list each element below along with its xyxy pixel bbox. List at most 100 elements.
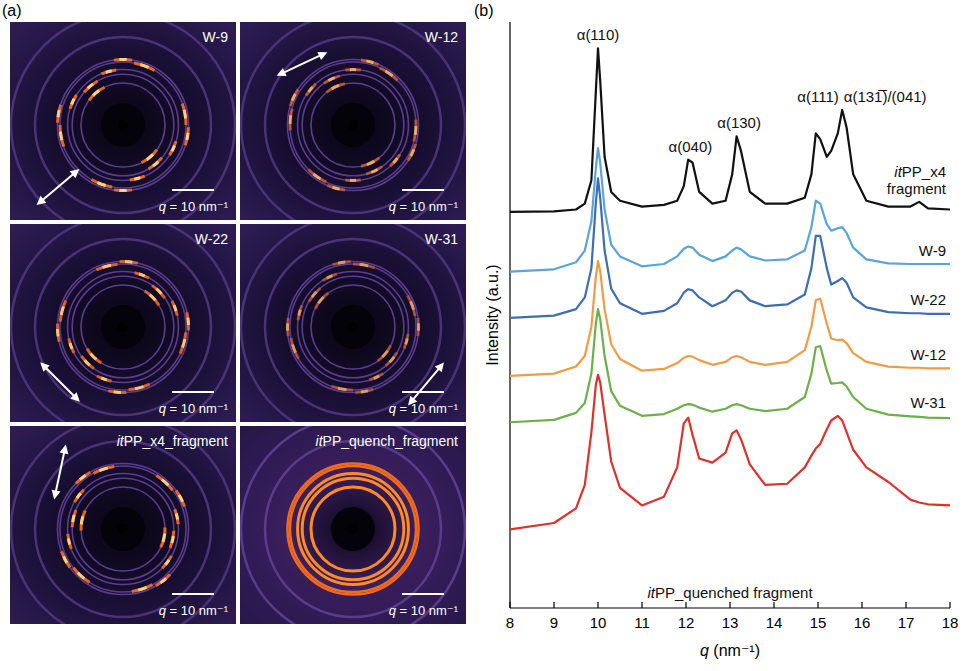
pattern-title: itPP_x4_fragment [117, 433, 228, 449]
arrow-head [317, 52, 327, 60]
x-tick-label: 13 [722, 614, 739, 631]
diffraction-ring [68, 474, 179, 585]
intensity-profile [510, 48, 950, 211]
y-axis [509, 22, 510, 608]
arrow-head [70, 392, 80, 402]
x-tick [509, 602, 510, 608]
diffraction-spot [186, 318, 190, 325]
diffraction-ring [302, 478, 404, 580]
diffraction-ring [290, 264, 416, 390]
waxs-pattern: W-9q = 10 nm⁻¹ [10, 13, 236, 237]
waxs-pattern: W-22q = 10 nm⁻¹ [10, 215, 236, 439]
diffraction-ring [302, 276, 404, 378]
pattern-title: W-22 [195, 231, 228, 247]
diffraction-spot [417, 323, 420, 330]
pattern-background [10, 22, 236, 220]
diffraction-spot [406, 338, 408, 344]
x-axis-title: q (nm⁻¹) [700, 642, 760, 659]
x-tick-label: 9 [550, 614, 558, 631]
diffraction-arc [369, 374, 383, 381]
diffraction-spot [139, 274, 145, 276]
intensity-profile [510, 148, 950, 272]
diffraction-arc [390, 154, 400, 166]
diffraction-spot [172, 146, 175, 152]
diffraction-ring [72, 478, 174, 580]
scale-label: q = 10 nm⁻¹ [159, 199, 229, 214]
diffraction-ring [298, 70, 409, 181]
peak-annotation: α(040) [669, 138, 713, 155]
diffraction-spot [286, 323, 289, 330]
diffraction-spot [338, 262, 345, 263]
diffraction-arc [185, 127, 188, 145]
diffraction-spot [179, 495, 182, 501]
outer-ring [11, 426, 235, 624]
arrow-head [277, 68, 287, 76]
diffraction-spot [390, 357, 395, 362]
pattern-title: W-12 [425, 29, 458, 45]
outer-ring [265, 239, 441, 415]
series-label: W-9 [919, 242, 946, 259]
scale-label: q = 10 nm⁻¹ [389, 603, 459, 618]
diffraction-spot [165, 560, 169, 565]
diffraction-spot [332, 85, 339, 88]
diffraction-spot [114, 390, 121, 394]
peak-annotation: α(131̅)/(041) [844, 88, 927, 105]
diffraction-arc [81, 511, 85, 531]
diffraction-arc [87, 349, 101, 363]
scale-bar [402, 391, 444, 393]
diffraction-ring [81, 487, 165, 571]
diffraction-spot [327, 276, 333, 279]
diffraction-spot [64, 556, 67, 562]
arrow-head [70, 169, 80, 178]
diffraction-ring [81, 285, 165, 369]
outer-ring [241, 426, 465, 624]
diffraction-spot [360, 264, 369, 266]
diffraction-arc [114, 188, 132, 192]
diffraction-arc [69, 339, 74, 354]
diffraction-spot [77, 493, 81, 498]
diffraction-spot [333, 187, 340, 189]
diffraction-ring [68, 70, 179, 181]
scale-bar [402, 593, 444, 595]
x-tick-label: 15 [810, 614, 827, 631]
outer-ring [35, 441, 211, 617]
diffraction-spot [312, 292, 317, 297]
diffraction-arc [187, 312, 189, 330]
diffraction-spot [289, 115, 293, 124]
diffraction-spot [102, 265, 110, 267]
pattern-image [10, 224, 236, 422]
diffraction-arc [286, 318, 290, 336]
series-label: itPP_quenched fragment [647, 584, 813, 601]
beam-stop [348, 524, 358, 534]
y-axis-title: Intensity (a.u.) [484, 264, 501, 365]
scale-label: q = 10 nm⁻¹ [159, 603, 229, 618]
diffraction-spot [393, 158, 397, 163]
diffraction-arc [156, 575, 170, 586]
diffraction-spot [318, 297, 323, 303]
x-tick-label: 16 [854, 614, 871, 631]
outer-ring [35, 37, 211, 213]
outer-ring [241, 224, 465, 422]
diffraction-spot [371, 169, 377, 172]
beam-center [331, 507, 375, 551]
arrow-head [52, 490, 61, 500]
diffraction-spot [72, 99, 75, 105]
diffraction-ring [60, 466, 186, 592]
x-tick-label: 18 [942, 614, 959, 631]
outer-ring [35, 239, 211, 415]
diffraction-spot [134, 178, 140, 180]
diffraction-arc [108, 391, 126, 393]
x-tick [641, 602, 642, 608]
outer-ring [265, 441, 441, 617]
diffraction-arc [404, 334, 408, 349]
diffraction-spot [119, 189, 126, 192]
outer-ring [11, 224, 235, 422]
beam-stop [118, 120, 128, 130]
x-tick [553, 602, 554, 608]
diffraction-arc [61, 551, 70, 567]
intensity-profile [510, 178, 950, 317]
pattern-title: itPP_quench_fragment [316, 433, 459, 449]
diffraction-ring [57, 59, 188, 190]
diffraction-ring [72, 276, 174, 378]
diffraction-arc [333, 262, 351, 265]
